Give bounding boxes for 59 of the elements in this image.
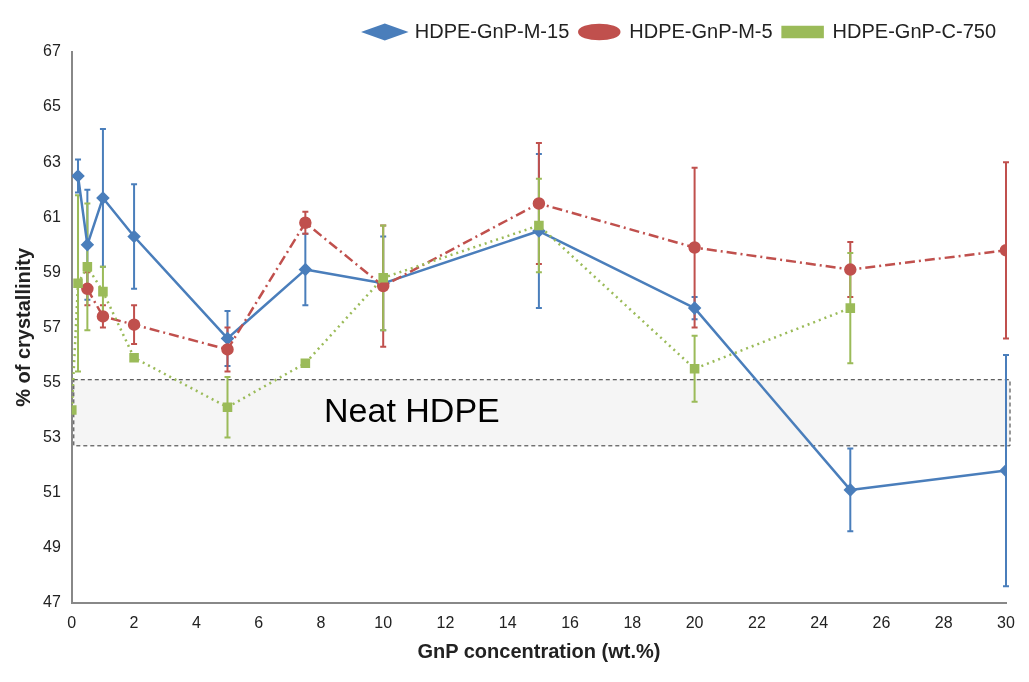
x-tick-label: 26 [872, 613, 891, 631]
point [96, 191, 110, 205]
y-tick-label: 51 [43, 483, 61, 501]
point [81, 238, 94, 252]
y-tick-label: 61 [43, 207, 61, 225]
y-tick-label: 47 [43, 593, 61, 611]
point [689, 363, 700, 374]
y-tick-label: 53 [43, 427, 61, 445]
y-tick-label: 63 [43, 152, 61, 170]
point [127, 318, 141, 331]
legend-label: HDPE-GnP-M-5 [629, 19, 773, 42]
x-tick-label: 24 [810, 613, 829, 631]
x-tick-label: 2 [129, 613, 139, 631]
y-tick-label: 57 [43, 317, 61, 335]
point [81, 282, 94, 296]
point [844, 483, 857, 497]
x-tick-label: 14 [498, 613, 517, 631]
band-label: Neat HDPE [324, 391, 500, 430]
x-tick-label: 30 [997, 613, 1015, 631]
x-tick-label: 12 [436, 613, 455, 631]
y-tick-label: 59 [43, 262, 61, 280]
y-tick-label: 55 [43, 372, 61, 390]
legend-label: HDPE-GnP-M-15 [414, 19, 570, 42]
point [73, 278, 83, 289]
point [300, 358, 311, 368]
point [844, 263, 857, 276]
point [378, 273, 388, 283]
point [127, 230, 141, 243]
x-tick-label: 8 [316, 613, 326, 631]
point [532, 197, 546, 210]
x-tick-label: 10 [374, 613, 393, 631]
point [129, 352, 139, 363]
point [98, 286, 108, 297]
point [222, 402, 233, 413]
point [71, 169, 85, 183]
point [299, 216, 312, 229]
x-tick-label: 16 [561, 613, 580, 631]
point [845, 303, 856, 313]
point [82, 262, 93, 272]
point [688, 241, 701, 254]
x-tick-label: 20 [685, 613, 704, 631]
point [221, 332, 234, 345]
x-tick-label: 4 [191, 613, 201, 631]
y-tick-label: 65 [43, 97, 61, 115]
y-tick-label: 67 [43, 42, 61, 60]
x-tick-label: 0 [67, 613, 77, 631]
point [221, 343, 234, 356]
y-tick-label: 49 [43, 538, 61, 556]
x-tick-label: 22 [747, 613, 766, 631]
x-tick-label: 18 [623, 613, 642, 631]
point [688, 301, 701, 315]
legend-label: HDPE-GnP-C-750 [832, 19, 997, 42]
point [96, 310, 110, 323]
point [299, 263, 312, 276]
x-tick-label: 6 [254, 613, 264, 631]
x-axis-title: GnP concentration (wt.%) [417, 639, 661, 662]
x-tick-label: 28 [934, 613, 953, 631]
y-axis-title: % of crystallinity [11, 247, 34, 407]
point [534, 220, 544, 231]
